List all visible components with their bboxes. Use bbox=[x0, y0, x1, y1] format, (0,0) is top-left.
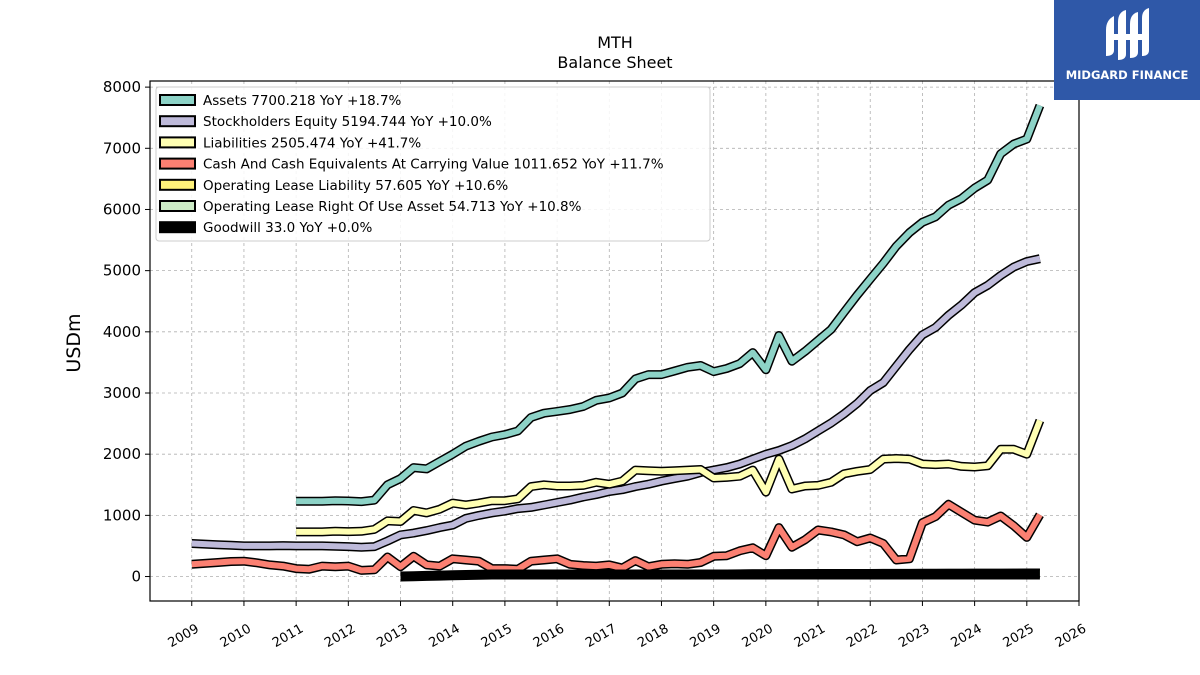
series-line-liabilities bbox=[296, 419, 1043, 535]
x-tick-label: 2018 bbox=[635, 621, 671, 651]
x-tick-label: 2011 bbox=[270, 621, 306, 651]
legend-entry: Assets 7700.218 YoY +18.7% bbox=[203, 93, 402, 109]
legend-swatch bbox=[159, 221, 196, 234]
legend-entry: Operating Lease Liability 57.605 YoY +10… bbox=[203, 178, 508, 194]
y-tick-label: 1000 bbox=[103, 506, 141, 524]
chart-title: MTH bbox=[597, 33, 633, 52]
series-line-goodwill bbox=[400, 569, 1040, 582]
x-tick-label: 2014 bbox=[427, 621, 463, 651]
x-tick-label: 2025 bbox=[1001, 621, 1037, 651]
y-tick-label: 4000 bbox=[103, 323, 141, 341]
y-tick-label: 7000 bbox=[103, 139, 141, 157]
series-line-assets bbox=[296, 104, 1043, 505]
legend-swatch bbox=[159, 115, 196, 128]
y-tick-label: 0 bbox=[131, 568, 141, 586]
series-outline-cash-and-cash-equivalents-at-carrying-value bbox=[191, 499, 1044, 575]
legend-box bbox=[155, 86, 711, 242]
legend-entry: Stockholders Equity 5194.744 YoY +10.0% bbox=[203, 114, 492, 130]
midgard-finance-logo: MIDGARD FINANCE bbox=[1054, 0, 1200, 100]
legend-swatch bbox=[159, 94, 196, 106]
y-tick-label: 2000 bbox=[103, 445, 141, 463]
x-tick-label: 2019 bbox=[688, 621, 724, 651]
x-tick-label: 2022 bbox=[844, 621, 880, 651]
chart-subtitle: Balance Sheet bbox=[557, 53, 672, 72]
legend-swatch bbox=[159, 136, 196, 149]
series-line-cash-and-cash-equivalents-at-carrying-value bbox=[191, 501, 1043, 574]
series-line-stockholders-equity bbox=[191, 255, 1041, 551]
plot-frame bbox=[149, 80, 1080, 602]
x-tick-label: 2017 bbox=[583, 621, 619, 651]
logo-mark-icon bbox=[1106, 8, 1149, 60]
series-lines bbox=[191, 103, 1045, 582]
logo-text: MIDGARD FINANCE bbox=[1065, 68, 1189, 82]
x-ticks: 2009 2010 2011 2012 2013 2014 2015 2016 2017 2018… bbox=[166, 601, 1089, 651]
x-tick-label: 2012 bbox=[322, 621, 358, 651]
legend: Assets 7700.218 YoY +18.7% Stockholders E… bbox=[155, 86, 711, 242]
x-tick-label: 2026 bbox=[1053, 621, 1089, 651]
legend-entry: Goodwill 33.0 YoY +0.0% bbox=[203, 220, 373, 236]
legend-swatch bbox=[159, 178, 196, 191]
legend-entry: Liabilities 2505.474 YoY +41.7% bbox=[203, 135, 421, 151]
x-tick-label: 2023 bbox=[896, 621, 932, 651]
y-axis-label: USDm bbox=[63, 313, 85, 372]
legend-swatch bbox=[159, 157, 196, 170]
legend-swatch bbox=[159, 200, 196, 212]
y-tick-label: 3000 bbox=[103, 384, 141, 402]
x-tick-label: 2021 bbox=[792, 621, 828, 651]
x-tick-label: 2024 bbox=[948, 621, 984, 651]
y-tick-label: 5000 bbox=[103, 262, 141, 280]
x-tick-label: 2020 bbox=[740, 621, 776, 651]
y-tick-label: 8000 bbox=[103, 78, 141, 96]
y-tick-label: 6000 bbox=[103, 200, 141, 218]
x-tick-label: 2016 bbox=[531, 621, 567, 651]
legend-entry: Operating Lease Right Of Use Asset 54.71… bbox=[203, 199, 582, 215]
x-tick-label: 2013 bbox=[374, 621, 410, 651]
x-tick-label: 2015 bbox=[479, 621, 515, 651]
legend-entry: Cash And Cash Equivalents At Carrying Va… bbox=[203, 157, 664, 173]
x-tick-label: 2010 bbox=[218, 621, 254, 651]
x-tick-label: 2009 bbox=[166, 621, 202, 651]
y-ticks: 0 1000 2000 3000 4000 5000 6000 7000 8000 bbox=[103, 78, 150, 586]
